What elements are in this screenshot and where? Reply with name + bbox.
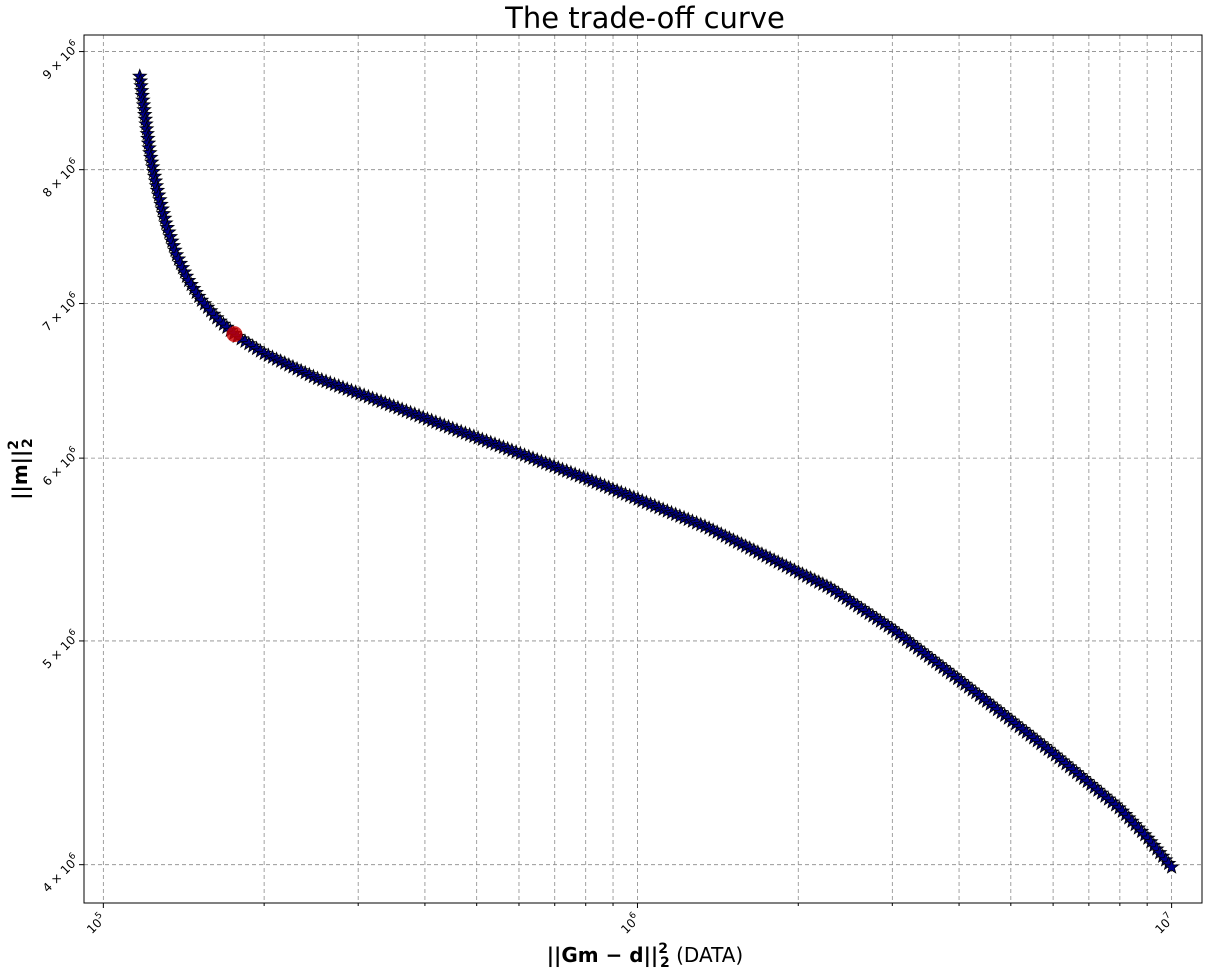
svg-text:||Gm − d||22 (DATA): ||Gm − d||2 2 (DATA) xyxy=(547,941,743,971)
data-point-star xyxy=(1163,859,1180,874)
x-tick-label: 106 xyxy=(617,910,643,936)
y-tick-label: 6 × 106 xyxy=(38,444,82,488)
x-axis-ticks: 105 106 107 xyxy=(83,903,1177,937)
x-tick-label: 107 xyxy=(1151,910,1177,936)
y-axis-ticks: 4 × 106 5 × 106 6 × 106 7 × 106 8 × 106 9 × 1… xyxy=(38,38,84,895)
highlight-point-marker xyxy=(226,326,243,343)
y-tick-label: 8 × 106 xyxy=(38,156,82,200)
chart-title: The trade-off curve xyxy=(504,1,785,35)
plot-frame xyxy=(83,34,1203,904)
highlight-layer xyxy=(226,326,243,343)
y-tick-label: 9 × 106 xyxy=(38,38,82,82)
x-axis-label: ||Gm − d||2 2 (DATA) xyxy=(547,941,743,971)
y-tick-label: 4 × 106 xyxy=(38,851,82,895)
y-tick-label: 5 × 106 xyxy=(38,627,82,671)
y-axis-label: ||m||22 xyxy=(6,438,36,500)
grid-lines xyxy=(84,35,1202,903)
series-star-markers xyxy=(132,68,1180,874)
x-tick-label: 105 xyxy=(83,910,109,936)
svg-text:||m||22: ||m||22 xyxy=(6,438,36,500)
y-tick-label: 7 × 106 xyxy=(38,290,82,334)
